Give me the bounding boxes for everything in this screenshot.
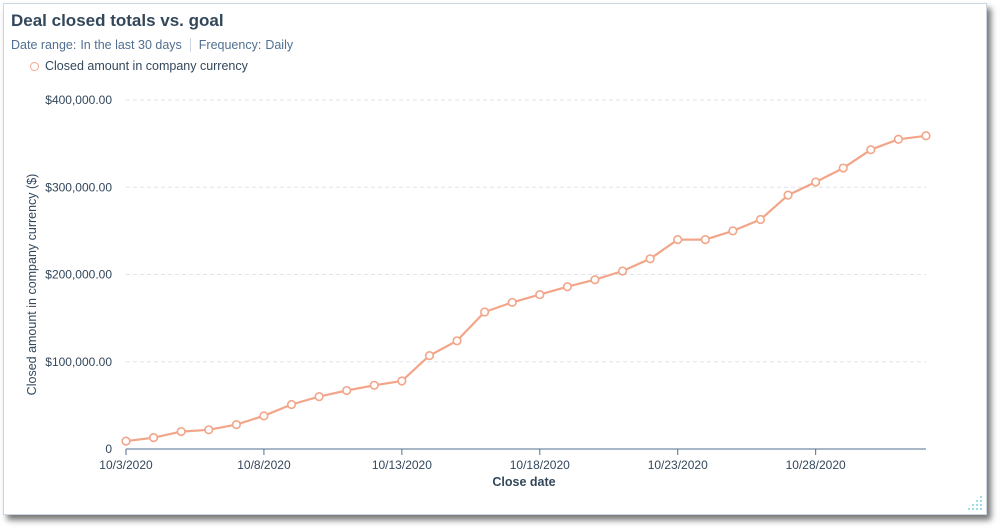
data-point [231, 419, 241, 430]
data-point [452, 336, 462, 346]
data-point [921, 131, 931, 141]
data-point [480, 307, 490, 317]
frequency-value[interactable]: Daily [265, 38, 294, 52]
x-axis-title: Close date [492, 475, 555, 489]
data-point [424, 351, 435, 361]
y-tick-label: $400,000.00 [45, 93, 112, 107]
x-tick-label: 10/8/2020 [237, 458, 291, 472]
y-tick-label: $300,000.00 [45, 180, 112, 194]
data-point [893, 134, 904, 144]
data-point [121, 436, 131, 446]
x-tick-label: 10/3/2020 [99, 458, 153, 472]
data-point [866, 145, 876, 155]
data-point [617, 266, 628, 276]
data-point [535, 289, 545, 300]
data-point [700, 235, 710, 245]
data-point [728, 226, 738, 236]
data-point [838, 163, 848, 173]
chart-card: Deal closed totals vs. goal Date range: … [3, 3, 987, 515]
data-point [369, 380, 379, 390]
chart-title: Deal closed totals vs. goal [11, 11, 224, 30]
report-filters: Date range: In the last 30 days Frequenc… [11, 38, 293, 52]
filter-divider [189, 38, 191, 52]
data-point [148, 433, 159, 443]
data-point [811, 177, 821, 187]
data-point [590, 275, 600, 285]
chart-legend[interactable]: Closed amount in company currency [30, 59, 248, 73]
y-tick-label: $200,000.00 [45, 268, 112, 282]
date-range-label: Date range: [11, 38, 77, 52]
legend-label: Closed amount in company currency [45, 59, 248, 73]
x-tick-label: 10/18/2020 [510, 458, 570, 472]
frequency-label: Frequency: [198, 38, 262, 52]
data-point [176, 426, 186, 437]
data-point [783, 190, 793, 200]
data-point [342, 385, 352, 396]
data-point [673, 235, 683, 245]
x-tick-label: 10/23/2020 [648, 458, 708, 472]
data-point [286, 399, 297, 410]
y-tick-label: $100,000.00 [45, 355, 112, 369]
data-point [204, 425, 214, 435]
data-point [507, 297, 517, 308]
data-point [645, 254, 655, 264]
x-tick-label: 10/13/2020 [372, 458, 432, 472]
data-point [755, 214, 766, 225]
y-axis-title: Closed amount in company currency ($) [25, 174, 39, 396]
data-point [397, 376, 407, 386]
resize-handle-icon[interactable] [964, 492, 984, 512]
data-point [314, 392, 324, 402]
y-tick-label: 0 [105, 442, 112, 456]
data-point [562, 282, 572, 292]
series-line [125, 134, 927, 443]
line-chart: 0 $100,000.00 $200,000.00 $300,000.00 $400,0… [25, 93, 931, 489]
data-point [259, 411, 269, 421]
x-tick-label: 10/28/2020 [786, 458, 846, 472]
legend-marker-icon [30, 61, 39, 71]
date-range-value[interactable]: In the last 30 days [80, 38, 182, 52]
